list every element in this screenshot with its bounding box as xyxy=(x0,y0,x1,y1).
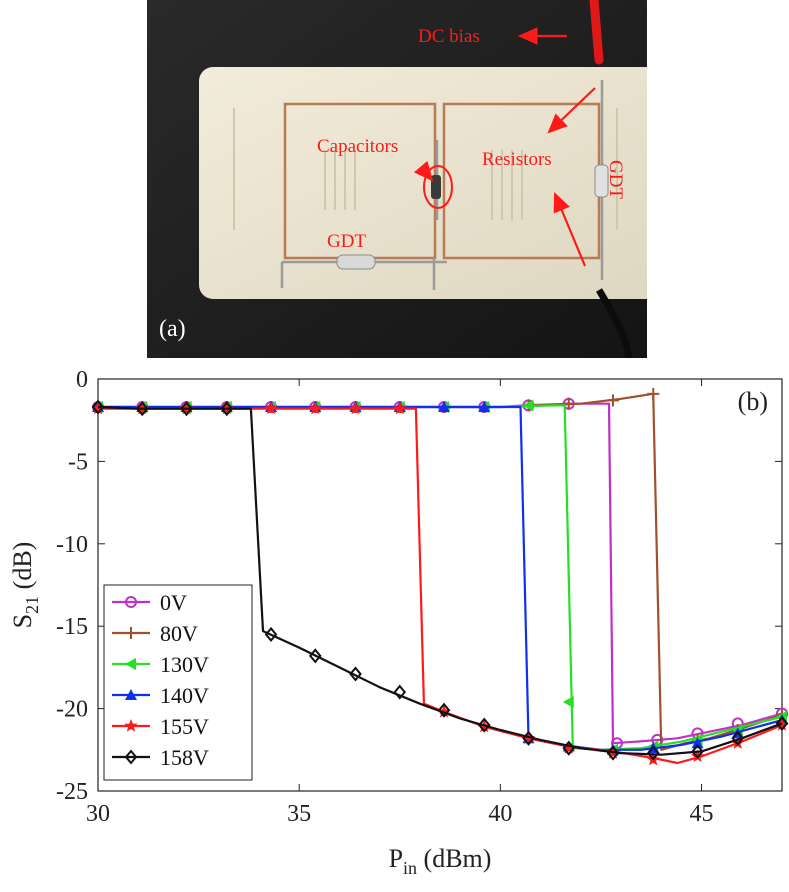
legend: 0V 80V 130V 140V 155V 158V xyxy=(103,584,253,781)
legend-entry: 140V xyxy=(112,683,209,708)
data-point xyxy=(562,741,576,754)
data-point xyxy=(393,684,407,700)
x-axis-title-unit: (dBm) xyxy=(417,844,491,873)
capacitor-component xyxy=(431,175,441,199)
dc-bias-wire xyxy=(589,0,604,65)
data-point xyxy=(180,401,193,417)
legend-entry: 80V xyxy=(112,621,198,646)
data-point xyxy=(220,401,234,417)
data-point xyxy=(91,399,105,415)
data-point xyxy=(348,401,363,415)
y-axis-title-main: S xyxy=(8,614,37,628)
legend-marker xyxy=(125,658,136,670)
legend-label: 140V xyxy=(160,683,209,708)
series-158V xyxy=(91,399,789,761)
x-tick-label: 35 xyxy=(287,801,311,827)
gdt-left-label: GDT xyxy=(327,231,366,252)
resistors-label: Resistors xyxy=(482,149,552,170)
y-tick-label: 0 xyxy=(76,367,88,393)
data-point xyxy=(308,401,322,415)
legend-box xyxy=(103,584,253,781)
data-point xyxy=(647,387,660,400)
legend-label: 0V xyxy=(160,590,187,615)
legend-marker xyxy=(124,719,138,732)
data-point xyxy=(438,401,451,413)
legend-entry: 0V xyxy=(112,590,187,615)
axis-ticks: 30 35 40 45 0 -5 -10 -15 -20 -25 xyxy=(56,367,782,827)
dc-bias-label: DC bias xyxy=(418,26,480,47)
legend-label: 130V xyxy=(160,652,209,677)
data-point xyxy=(349,666,362,682)
x-tick-label: 30 xyxy=(86,801,110,827)
y-tick-label: -15 xyxy=(56,614,88,640)
data-point xyxy=(731,736,745,749)
y-tick-label: -10 xyxy=(56,532,88,558)
legend-marker xyxy=(125,627,137,639)
y-axis-title-sub: 21 xyxy=(22,596,42,614)
data-point xyxy=(646,745,660,761)
data-point xyxy=(562,696,574,709)
data-point xyxy=(264,626,278,643)
data-point xyxy=(691,743,704,760)
x-axis-title: Pin (dBm) xyxy=(389,844,492,878)
ground-wire xyxy=(595,288,633,358)
data-point xyxy=(437,702,451,718)
capacitors-label: Capacitors xyxy=(317,136,398,157)
legend-marker xyxy=(124,749,138,765)
legend-entry: 130V xyxy=(112,652,209,677)
data-point xyxy=(606,745,620,761)
x-tick-label: 40 xyxy=(488,801,512,827)
legend-label: 158V xyxy=(160,745,209,770)
x-axis-title-sub: in xyxy=(403,858,417,878)
legend-marker xyxy=(125,596,137,608)
data-point xyxy=(522,399,534,412)
legend-entry: 155V xyxy=(112,714,209,739)
series-group xyxy=(91,387,789,766)
legend-label: 80V xyxy=(160,621,198,646)
y-tick-label: -5 xyxy=(68,449,88,475)
y-axis-title: S21 (dB) xyxy=(8,542,42,629)
annotation-arrows xyxy=(413,27,596,267)
x-tick-label: 45 xyxy=(690,801,714,827)
data-point xyxy=(437,704,451,718)
y-tick-label: -25 xyxy=(56,779,88,805)
data-point xyxy=(690,749,705,763)
y-tick-label: -20 xyxy=(56,697,88,723)
data-point xyxy=(264,401,278,415)
data-point xyxy=(775,715,789,731)
legend-label: 155V xyxy=(160,714,209,739)
panel-a-label: (a) xyxy=(159,316,186,342)
data-point xyxy=(731,730,745,746)
x-axis-title-main: P xyxy=(389,844,403,873)
legend-marker xyxy=(125,689,137,700)
data-point xyxy=(135,401,149,417)
capacitor-highlight-circle xyxy=(423,165,453,209)
data-point xyxy=(478,401,491,413)
gdt-left-component xyxy=(336,254,376,270)
legend-entry: 158V xyxy=(112,745,209,770)
pcb-board xyxy=(199,67,647,299)
data-point xyxy=(308,648,322,664)
data-point xyxy=(477,717,491,733)
photo-panel: DC bias Capacitors Resistors GDT GDT (a) xyxy=(147,0,647,358)
data-point xyxy=(691,737,704,749)
panel-b-label: (b) xyxy=(738,387,768,416)
y-axis-title-unit: (dB) xyxy=(8,542,37,596)
data-point xyxy=(562,740,576,756)
board-texture xyxy=(233,108,618,230)
s21-chart: 30 35 40 45 0 -5 -10 -15 -20 -25 Pin (dBm) S21 (d… xyxy=(8,367,789,878)
data-point xyxy=(562,397,575,410)
data-point xyxy=(393,401,407,415)
data-point xyxy=(522,730,535,746)
gdt-right-component xyxy=(594,164,609,198)
gdt-right-label: GDT xyxy=(605,160,626,199)
data-point xyxy=(607,394,620,407)
